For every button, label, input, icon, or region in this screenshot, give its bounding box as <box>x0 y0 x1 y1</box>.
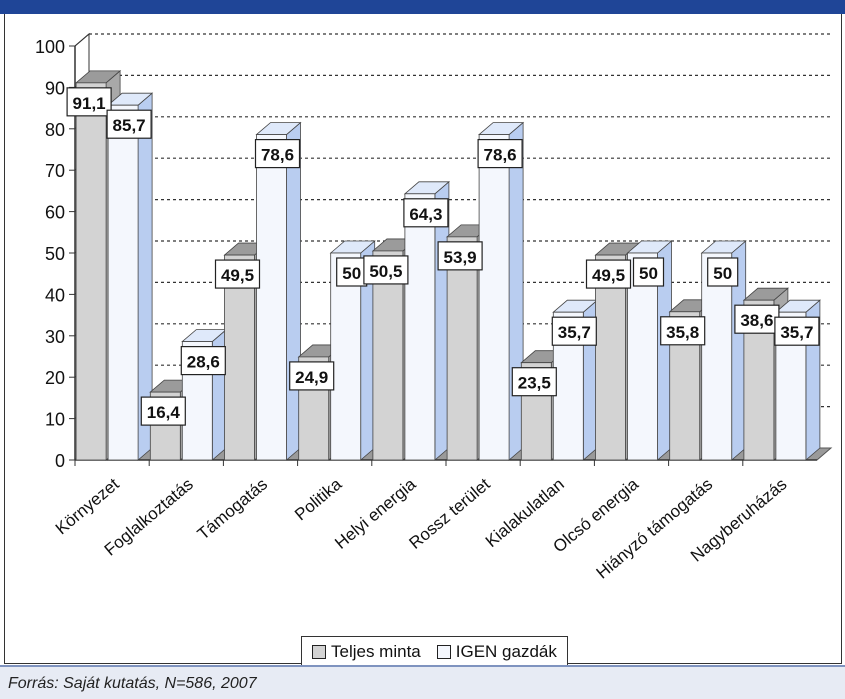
bar-chart: 0 10 20 30 40 50 60 70 80 90 100 91,1 85,7 16,4 28,6 49… <box>35 32 833 583</box>
data-label-igen-gazdak-kornyezet-box <box>106 109 152 139</box>
legend-label-igen-gazdak: IGEN gazdák <box>455 642 557 661</box>
data-label-teljes-minta-kornyezet-box <box>66 87 112 117</box>
legend: Teljes minta IGEN gazdák <box>301 636 568 668</box>
data-label-teljes-minta-foglalkoztatas-box <box>140 396 186 426</box>
y-tick-label: 20 <box>45 368 65 388</box>
data-label-igen-gazdak-rossz-terulet: 78,6 <box>484 146 517 165</box>
data-label-teljes-minta-rossz-terulet-box <box>437 241 483 271</box>
bar-teljes-minta-rossz-terulet <box>446 236 478 461</box>
bar-teljes-minta-helyi-energia <box>372 250 404 461</box>
legend-swatch-igen-gazdak <box>436 645 451 659</box>
data-label-teljes-minta-tamogatas-box <box>214 259 261 289</box>
data-label-teljes-minta-helyi-energia-box <box>363 255 409 285</box>
data-label-teljes-minta-kornyezet: 91,1 <box>73 94 106 113</box>
bar-igen-gazdak-hianyzo-tamogatas <box>701 252 733 461</box>
legend-item-igen-gazdak: IGEN gazdák <box>436 642 557 662</box>
data-label-teljes-minta-hianyzo-tamogatas: 35,8 <box>666 323 699 342</box>
data-label-teljes-minta-kialakulatlan: 23,5 <box>518 374 551 393</box>
y-tick-label: 0 <box>55 451 65 471</box>
data-label-igen-gazdak-nagyberuhazas-box <box>774 316 820 346</box>
data-label-teljes-minta-nagyberuhazas: 38,6 <box>740 311 773 330</box>
data-label-igen-gazdak-helyi-energia: 64,3 <box>409 205 442 224</box>
data-label-teljes-minta-kialakulatlan-box <box>511 367 557 397</box>
data-label-teljes-minta-nagyberuhazas-box <box>734 304 780 334</box>
chart-area: 0 10 20 30 40 50 60 70 80 90 100 91,1 85,7 16,4 28,6 49… <box>4 14 842 668</box>
bar-teljes-minta-olcso-energia <box>595 254 626 461</box>
bar-igen-gazdak-olcso-energia <box>627 252 658 461</box>
data-label-teljes-minta-politika-box <box>289 361 335 391</box>
bar-igen-gazdak-rossz-terulet <box>478 134 510 461</box>
data-label-igen-gazdak-kialakulatlan: 35,7 <box>558 323 591 342</box>
data-label-teljes-minta-tamogatas: 49,5 <box>221 266 254 285</box>
y-tick-label: 30 <box>45 327 65 347</box>
data-label-igen-gazdak-rossz-terulet-box <box>477 138 523 169</box>
data-label-igen-gazdak-kialakulatlan-box <box>551 316 597 346</box>
bar-igen-gazdak-kornyezet <box>107 104 139 461</box>
data-label-igen-gazdak-kornyezet: 85,7 <box>113 116 146 135</box>
bar-igen-gazdak-tamogatas <box>256 134 287 461</box>
y-tick-label: 80 <box>45 120 65 140</box>
bar-igen-gazdak-helyi-energia <box>404 193 436 461</box>
data-label-teljes-minta-hianyzo-tamogatas-box <box>660 316 706 346</box>
y-tick-label: 10 <box>45 410 65 430</box>
data-label-teljes-minta-helyi-energia: 50,5 <box>369 262 402 281</box>
source-note: Forrás: Saját kutatás, N=586, 2007 <box>8 675 257 692</box>
data-label-igen-gazdak-tamogatas-box <box>254 138 301 169</box>
data-label-teljes-minta-olcso-energia: 49,5 <box>592 266 625 285</box>
title-bar <box>0 0 845 14</box>
data-label-teljes-minta-rossz-terulet: 53,9 <box>444 248 477 267</box>
data-label-igen-gazdak-hianyzo-tamogatas: 50 <box>713 264 732 283</box>
data-label-teljes-minta-politika: 24,9 <box>295 368 328 387</box>
bar-teljes-minta-tamogatas <box>224 254 255 461</box>
x-tick-label-kornyezet: Környezet <box>52 474 123 538</box>
y-tick-label: 100 <box>35 37 65 57</box>
data-label-teljes-minta-olcso-energia-box <box>585 259 632 289</box>
legend-item-teljes-minta: Teljes minta <box>312 642 421 662</box>
x-tick-label-politika: Politika <box>291 474 346 524</box>
data-label-igen-gazdak-hianyzo-tamogatas-box <box>707 257 739 287</box>
bar-teljes-minta-kornyezet <box>75 82 107 461</box>
gridline-depth <box>74 33 90 47</box>
data-label-igen-gazdak-olcso-energia: 50 <box>639 264 658 283</box>
y-tick-label: 90 <box>45 78 65 98</box>
data-label-igen-gazdak-helyi-energia-box <box>403 198 449 228</box>
y-tick-label: 70 <box>45 161 65 181</box>
data-label-igen-gazdak-foglalkoztatas: 28,6 <box>187 353 220 372</box>
data-label-igen-gazdak-foglalkoztatas-box <box>180 345 226 376</box>
data-label-igen-gazdak-politika-box <box>336 257 368 287</box>
x-tick-label-tamogatas: Támogatás <box>194 475 271 544</box>
x-tick-label-rossz-terulet: Rossz terület <box>405 474 493 552</box>
data-label-igen-gazdak-nagyberuhazas: 35,7 <box>780 323 813 342</box>
bar-igen-gazdak-politika <box>330 252 362 461</box>
legend-label-teljes-minta: Teljes minta <box>331 642 421 661</box>
data-label-igen-gazdak-olcso-energia-box <box>632 257 665 287</box>
y-tick-label: 60 <box>45 203 65 223</box>
y-tick-label: 40 <box>45 285 65 305</box>
source-bar: Forrás: Saját kutatás, N=586, 2007 <box>0 665 845 699</box>
data-label-igen-gazdak-tamogatas: 78,6 <box>261 146 294 165</box>
legend-swatch-teljes-minta <box>312 645 326 659</box>
y-tick-label: 50 <box>45 244 65 264</box>
data-label-igen-gazdak-politika: 50 <box>342 264 361 283</box>
data-label-teljes-minta-foglalkoztatas: 16,4 <box>147 403 181 422</box>
